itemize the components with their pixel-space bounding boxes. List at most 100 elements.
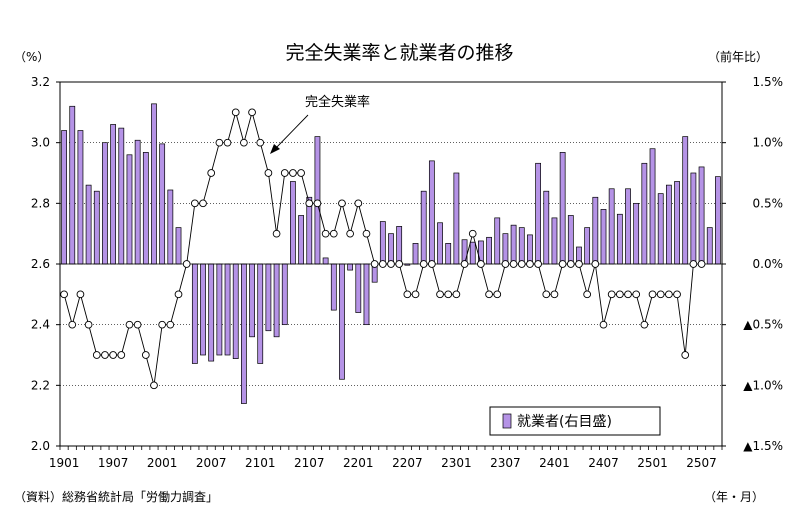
unemployment-point [84,320,93,329]
unemployment-point [681,351,690,359]
unemployment-point [624,290,632,299]
x-tick-label: 2107 [294,456,325,470]
unemployment-point [493,290,502,299]
unemployment-point [370,260,379,268]
bar [625,188,631,265]
bar [494,217,501,265]
x-unit-label: （年・月） [704,490,765,504]
axes: 2.0 2.2 2.4 2.6 2.8 3.0 3.2 1.5% 1.0% 0.5% 0.0% ▲0.… [31,75,783,470]
bar [559,152,566,265]
unemployment-point [468,229,477,238]
unemployment-point [354,199,363,208]
bar [355,263,362,313]
bar [665,184,672,265]
unemployment-point [92,351,101,359]
unemployment-point [248,108,256,117]
bar [151,103,157,265]
bar [61,130,67,265]
unemployment-point [436,290,444,299]
annotation-arrow-head [270,144,280,154]
y-right-tick-label: 0.0% [753,257,784,271]
bar [339,263,345,380]
unemployment-point [76,290,85,299]
bar [175,227,182,265]
legend-box [489,406,661,436]
bar [142,152,149,265]
bar [453,172,460,265]
unemployment-point [411,290,420,299]
unemployment-point [550,290,559,299]
x-tick-label: 1907 [98,456,129,470]
unemployment-point [223,138,232,147]
bar [715,176,721,265]
unemployment-point [207,169,216,177]
bar [102,142,108,265]
unemployment-point [558,260,567,268]
unemployment-point [501,260,510,268]
unemployment-point [231,108,240,117]
unemployment-point [640,320,649,329]
bar [330,263,337,311]
unemployment-point [346,229,354,238]
bar [167,189,174,265]
unemployment-point [256,138,265,147]
x-tick-label: 2201 [343,456,374,470]
bar [265,263,272,332]
unemployment-point [591,260,600,268]
bar [682,136,689,265]
annotation: 完全失業率 [270,94,370,154]
bar [85,184,92,265]
bar [118,127,125,265]
unemployment-point [297,169,305,177]
bar [249,263,255,338]
unemployment-point [313,199,322,208]
unemployment-point [477,260,485,268]
unemployment-point [403,290,412,299]
unemployment-point [428,260,436,268]
unemployment-point [387,260,395,268]
legend-swatch [502,413,512,429]
x-tick-label: 2007 [196,456,227,470]
unemployment-point [280,169,289,177]
unemployment-point [362,229,371,238]
x-tick-label: 2401 [539,456,570,470]
unemployment-point [117,351,126,359]
unemployment-point [289,169,297,177]
x-tick-label: 2507 [686,456,717,470]
y-left-tick-label: 2.6 [31,257,50,271]
unemployment-point [460,260,469,268]
unemployment-point [109,351,117,359]
bar [396,226,403,265]
y-right-tick-label: ▲1.5% [743,439,783,453]
unemployment-point [150,381,158,390]
unemployment-point [329,229,338,238]
bar [486,236,492,265]
unemployment-point [158,320,167,329]
bar [110,124,117,265]
unemployment-point [101,351,109,359]
source-note: （資料）総務省統計局「労働力調査」 [14,490,219,504]
bar [281,263,288,326]
unemployment-point [125,320,134,329]
unemployment-point [656,290,665,299]
bar [126,154,133,265]
bar [428,160,435,265]
bar [347,263,354,271]
bar [241,263,247,404]
unemployment-point [534,260,542,268]
annotation-label: 完全失業率 [305,94,370,110]
unemployment-point [174,290,183,299]
annotation-arrow-shaft [273,114,309,151]
unemployment-point [517,260,526,268]
bar [633,202,640,265]
unemployment-point [566,260,575,268]
y-right-tick-label: 1.5% [753,75,784,89]
y-left-tick-label: 3.0 [31,136,50,150]
bar [445,243,452,265]
bar [567,215,574,265]
unemployment-point [215,138,224,147]
legend-label: 就業者(右目盛) [517,414,612,430]
x-tick-label: 2207 [392,456,423,470]
unemployment-point [264,169,273,177]
unemployment-point [509,260,518,268]
